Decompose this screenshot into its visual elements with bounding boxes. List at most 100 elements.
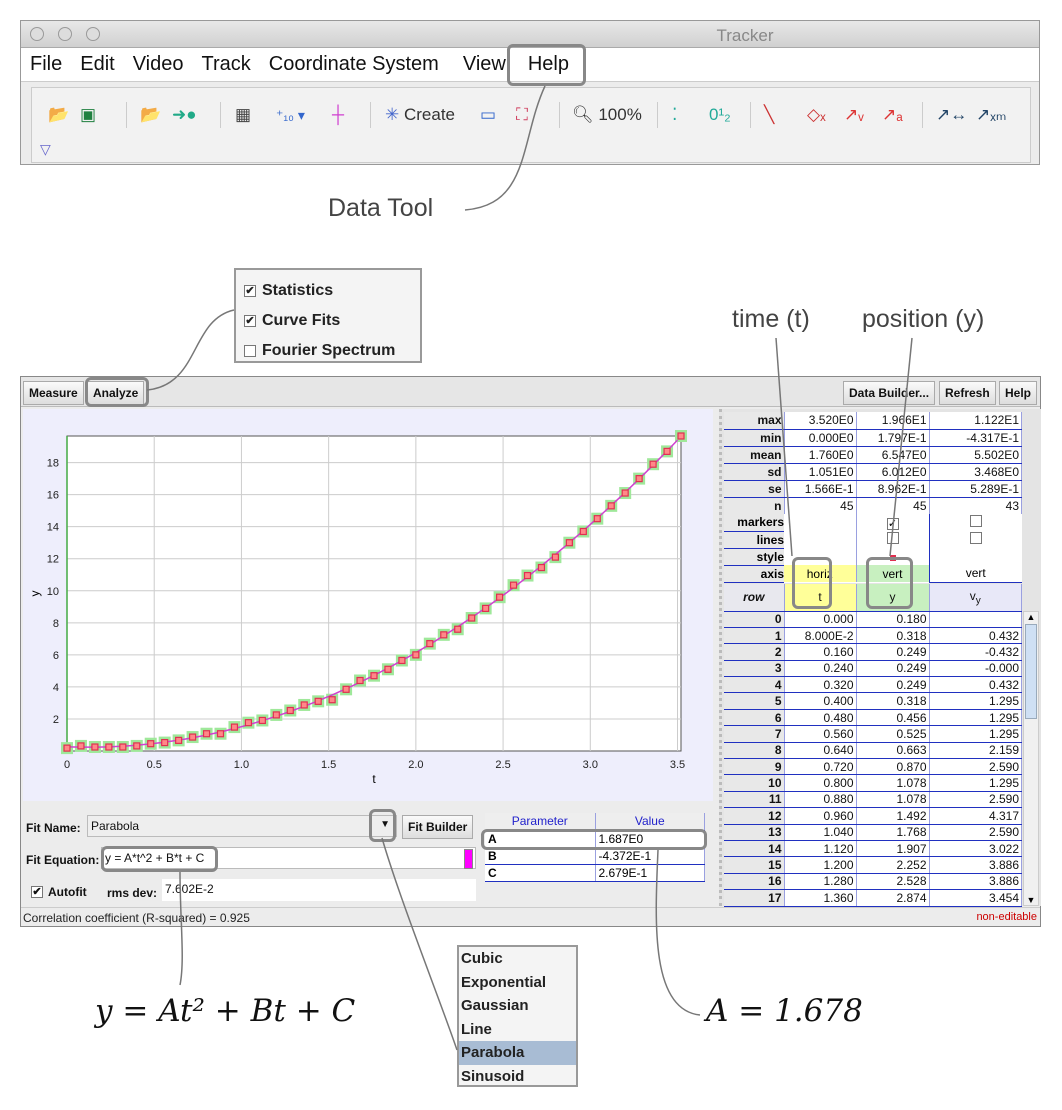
lines-checkbox-y[interactable] bbox=[886, 532, 899, 544]
cell-t[interactable]: 0.880 bbox=[784, 791, 857, 809]
table-row[interactable]: 16 1.280 2.528 3.886 bbox=[724, 873, 1022, 891]
cell-y[interactable]: 0.525 bbox=[856, 725, 930, 743]
measure-button[interactable]: Measure bbox=[23, 381, 84, 405]
vector-mass-icon[interactable]: ↗ₓₘ bbox=[976, 105, 1007, 124]
menu-help[interactable]: Help bbox=[527, 53, 569, 75]
cell-vy[interactable]: 4.317 bbox=[929, 807, 1022, 825]
cell-y[interactable]: 2.252 bbox=[856, 856, 930, 874]
table-row[interactable]: 9 0.720 0.870 2.590 bbox=[724, 758, 1022, 776]
data-builder-button[interactable]: Data Builder... bbox=[843, 381, 936, 405]
cell-y[interactable]: 1.768 bbox=[856, 824, 930, 841]
close-button[interactable] bbox=[30, 27, 44, 41]
velocity-icon[interactable]: ↗ᵥ bbox=[844, 105, 864, 124]
scroll-thumb[interactable] bbox=[1025, 624, 1037, 719]
fit-option-sinusoid[interactable]: Sinusoid bbox=[461, 1067, 525, 1085]
menu-file[interactable]: File bbox=[30, 53, 63, 75]
table-row[interactable]: 11 0.880 1.078 2.590 bbox=[724, 791, 1022, 809]
open-icon[interactable]: 📂 bbox=[48, 105, 70, 124]
cell-vy[interactable]: 1.295 bbox=[929, 709, 1022, 727]
row-index[interactable]: 16 bbox=[724, 873, 785, 891]
menu-track[interactable]: Track bbox=[201, 53, 251, 75]
table-row[interactable]: 15 1.200 2.252 3.886 bbox=[724, 856, 1022, 874]
table-row[interactable]: 17 1.360 2.874 3.454 bbox=[724, 889, 1022, 907]
fit-builder-button[interactable]: Fit Builder bbox=[402, 815, 474, 839]
markers-checkbox-vy[interactable] bbox=[969, 515, 982, 527]
trails-icon[interactable]: ⁚ bbox=[672, 105, 678, 124]
cell-t[interactable]: 0.640 bbox=[784, 742, 857, 760]
row-index[interactable]: 9 bbox=[724, 758, 785, 776]
scroll-up-icon[interactable]: ▲ bbox=[1026, 612, 1036, 622]
autofit-checkbox[interactable]: ✔ Autofit bbox=[31, 885, 87, 899]
axis-vy[interactable]: vert bbox=[929, 565, 1022, 583]
video-clip-icon[interactable]: ▦ bbox=[235, 105, 252, 124]
acceleration-icon[interactable]: ↗ₐ bbox=[882, 105, 903, 124]
menu-video[interactable]: Video bbox=[132, 53, 184, 75]
menu-coordinate-system[interactable]: Coordinate System bbox=[268, 53, 439, 75]
axes-icon[interactable]: ┼ bbox=[332, 105, 345, 124]
zoom-button[interactable] bbox=[86, 27, 100, 41]
table-row[interactable]: 5 0.400 0.318 1.295 bbox=[724, 692, 1022, 710]
create-track-button[interactable]: ✳ Create bbox=[385, 102, 455, 128]
cell-y[interactable]: 1.078 bbox=[856, 791, 930, 809]
cell-y[interactable]: 0.249 bbox=[856, 643, 930, 661]
scrollbar[interactable]: ▲ ▼ bbox=[1023, 611, 1039, 906]
row-index[interactable]: 3 bbox=[724, 660, 785, 678]
cell-t[interactable]: 0.240 bbox=[784, 660, 857, 678]
row-index[interactable]: 4 bbox=[724, 676, 785, 694]
row-index[interactable]: 15 bbox=[724, 856, 785, 874]
table-row[interactable]: 0 0.000 0.180 bbox=[724, 611, 1022, 628]
cell-vy[interactable]: 2.590 bbox=[929, 824, 1022, 841]
cell-vy[interactable]: 3.886 bbox=[929, 856, 1022, 874]
table-row[interactable]: 8 0.640 0.663 2.159 bbox=[724, 742, 1022, 760]
chart[interactable]: 0 0.5 1.0 1.5 2.0 2.5 3.0 3.5 2 4 6 8 10 12 14 16 18 t y bbox=[23, 409, 713, 801]
labels-icon[interactable]: 0¹₂ bbox=[709, 105, 731, 124]
cell-t[interactable]: 1.040 bbox=[784, 824, 857, 841]
table-row[interactable]: 13 1.040 1.768 2.590 bbox=[724, 824, 1022, 841]
chevron-down-icon[interactable]: ▼ bbox=[380, 819, 390, 830]
row-index[interactable]: 13 bbox=[724, 824, 785, 841]
row-index[interactable]: 7 bbox=[724, 725, 785, 743]
fit-option-line[interactable]: Line bbox=[461, 1020, 492, 1038]
row-index[interactable]: 14 bbox=[724, 840, 785, 858]
table-row[interactable]: 3 0.240 0.249 -0.000 bbox=[724, 660, 1022, 678]
cell-vy[interactable]: -0.432 bbox=[929, 643, 1022, 661]
cell-y[interactable]: 0.180 bbox=[856, 611, 930, 628]
cell-y[interactable]: 1.078 bbox=[856, 774, 930, 792]
cell-vy[interactable] bbox=[929, 611, 1022, 628]
table-row[interactable]: 10 0.800 1.078 1.295 bbox=[724, 774, 1022, 792]
cell-vy[interactable]: 2.590 bbox=[929, 758, 1022, 776]
cell-vy[interactable]: 1.295 bbox=[929, 725, 1022, 743]
cell-t[interactable]: 8.000E-2 bbox=[784, 627, 857, 645]
row-index[interactable]: 8 bbox=[724, 742, 785, 760]
cell-t[interactable]: 1.120 bbox=[784, 840, 857, 858]
cell-vy[interactable]: 1.295 bbox=[929, 774, 1022, 792]
row-index[interactable]: 10 bbox=[724, 774, 785, 792]
scroll-down-icon[interactable]: ▼ bbox=[1026, 895, 1036, 905]
vector-stretch-icon[interactable]: ↗↔ bbox=[936, 105, 968, 124]
cell-y[interactable]: 2.874 bbox=[856, 889, 930, 907]
cell-y[interactable]: 0.318 bbox=[856, 692, 930, 710]
cell-y[interactable]: 0.456 bbox=[856, 709, 930, 727]
row-index[interactable]: 0 bbox=[724, 611, 785, 628]
menu-item-statistics[interactable]: ✔ Statistics bbox=[244, 276, 412, 306]
plot-panel[interactable]: 0 0.5 1.0 1.5 2.0 2.5 3.0 3.5 2 4 6 8 10 12 14 16 18 t y bbox=[23, 409, 713, 801]
table-row[interactable]: 7 0.560 0.525 1.295 bbox=[724, 725, 1022, 743]
cell-t[interactable]: 0.400 bbox=[784, 692, 857, 710]
autotracker-icon[interactable]: ⛶ bbox=[516, 105, 528, 124]
fit-name-dropdown[interactable]: Parabola ▼ bbox=[87, 815, 397, 837]
cell-vy[interactable]: 3.022 bbox=[929, 840, 1022, 858]
cell-vy[interactable]: 0.432 bbox=[929, 676, 1022, 694]
cell-t[interactable]: 0.960 bbox=[784, 807, 857, 825]
fit-option-exponential[interactable]: Exponential bbox=[461, 973, 547, 991]
parameter-value[interactable]: 1.687E0 bbox=[595, 830, 705, 848]
cell-vy[interactable]: 3.886 bbox=[929, 873, 1022, 891]
axis-t[interactable]: horiz bbox=[784, 565, 857, 582]
menu-item-curve-fits[interactable]: ✔ Curve Fits bbox=[244, 306, 412, 336]
parameter-value[interactable]: 2.679E-1 bbox=[595, 864, 705, 882]
menu-view[interactable]: View bbox=[462, 53, 506, 75]
save-icon[interactable]: ▣ bbox=[80, 105, 97, 124]
cell-y[interactable]: 0.249 bbox=[856, 660, 930, 678]
cell-t[interactable]: 1.200 bbox=[784, 856, 857, 874]
track-control-icon[interactable]: ▭ bbox=[480, 105, 497, 124]
cell-y[interactable]: 1.492 bbox=[856, 807, 930, 825]
